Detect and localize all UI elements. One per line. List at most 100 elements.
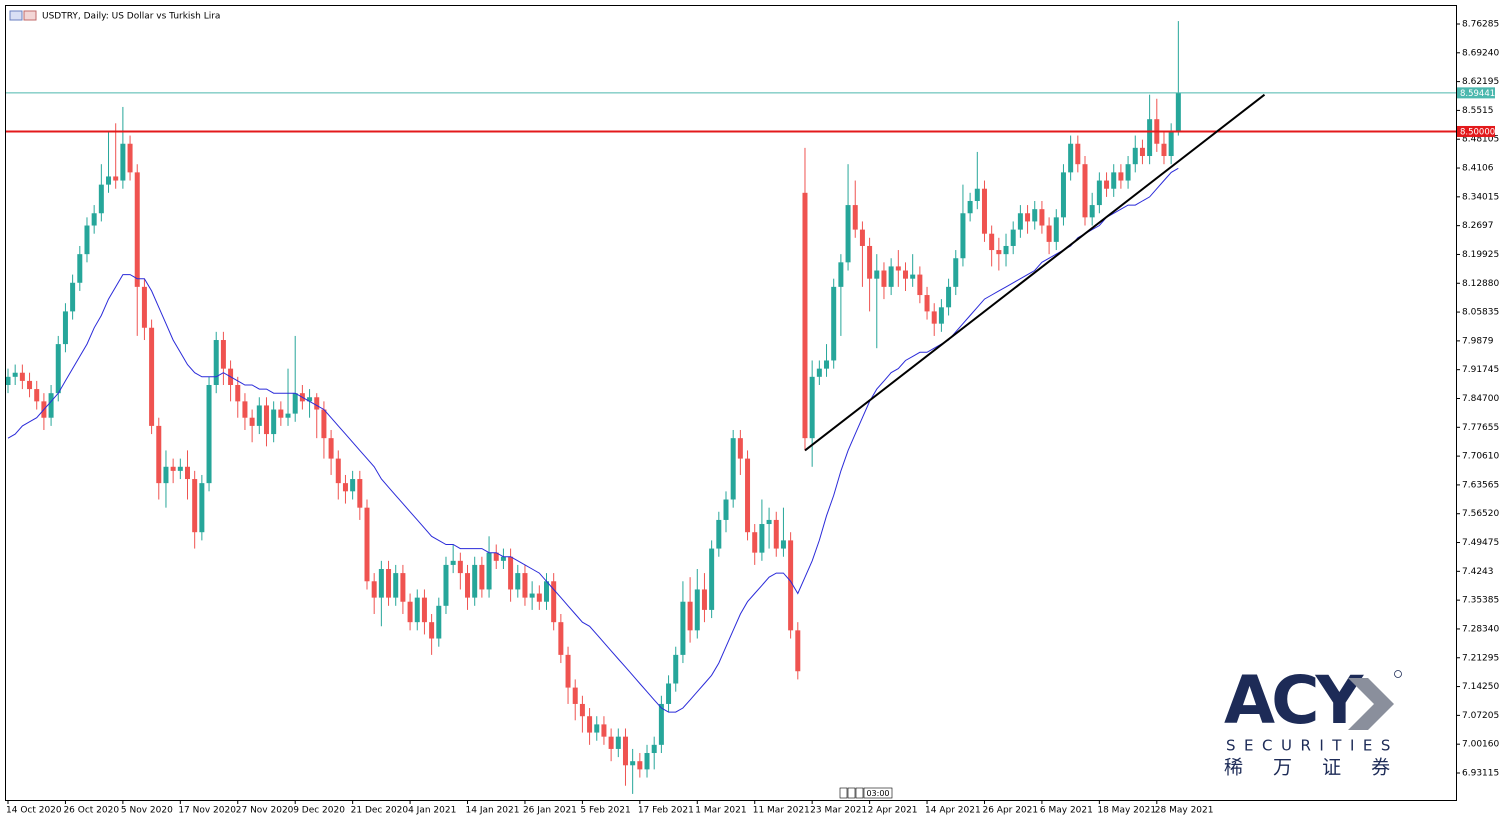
candle-body	[414, 597, 420, 623]
candle-body	[1089, 205, 1095, 218]
x-tick-label: 14 Oct 2020	[6, 806, 62, 816]
candle-body	[1096, 180, 1102, 206]
time-marker-label: 03:00	[866, 789, 889, 798]
candle-body	[400, 573, 406, 602]
candle-body	[199, 483, 205, 533]
y-tick-label: 7.14250	[1462, 682, 1499, 692]
x-tick-label: 1 Mar 2021	[695, 806, 746, 816]
candle-body	[1139, 147, 1145, 157]
y-tick-label: 8.5515	[1462, 106, 1494, 116]
candle-body	[953, 258, 959, 287]
candle-body	[84, 225, 90, 255]
candle-body	[1075, 143, 1081, 165]
candle-body	[436, 605, 442, 639]
x-tick-label: 18 May 2021	[1097, 806, 1156, 816]
candle-body	[149, 327, 155, 426]
candle-body	[1118, 172, 1124, 181]
candle-body	[429, 622, 435, 639]
candle-body	[802, 192, 808, 439]
candle-body	[70, 282, 76, 312]
candle-body	[1068, 143, 1074, 173]
y-tick-label: 8.76285	[1462, 19, 1499, 29]
candle-body	[1161, 143, 1167, 157]
candle-body	[996, 250, 1002, 255]
candle-body	[378, 569, 384, 598]
y-tick-label: 8.19925	[1462, 250, 1499, 260]
candle-body	[1082, 164, 1088, 218]
x-tick-label: 27 Nov 2020	[236, 806, 294, 816]
candle-body	[1025, 213, 1031, 222]
candle-body	[486, 552, 492, 590]
candle-body	[651, 744, 657, 754]
candle-body	[903, 270, 908, 279]
y-tick-label: 8.12880	[1462, 279, 1499, 289]
y-tick-label: 7.00160	[1462, 740, 1499, 750]
candle-body	[960, 213, 966, 259]
candle-body	[522, 573, 528, 598]
y-tick-label: 7.21295	[1462, 653, 1499, 663]
y-tick-label: 8.69240	[1462, 48, 1499, 58]
candle-body	[759, 524, 765, 553]
x-tick-label: 21 Dec 2020	[351, 806, 409, 816]
candle-body	[1125, 164, 1131, 181]
candle-body	[551, 581, 557, 623]
candle-body	[687, 601, 693, 631]
candle-body	[213, 340, 219, 385]
candle-body	[177, 466, 183, 471]
logo-subtitle: SECURITIES	[1226, 737, 1399, 755]
candle-body	[386, 569, 392, 598]
candle-body	[493, 552, 499, 561]
x-tick-label: 5 Feb 2021	[580, 806, 630, 816]
candle-body	[615, 736, 621, 749]
y-tick-label: 8.48105	[1462, 135, 1499, 145]
plot	[6, 21, 1456, 794]
y-tick-label: 7.4243	[1462, 567, 1494, 577]
candle-body	[536, 593, 542, 602]
candle-body	[91, 213, 97, 226]
candle-body	[716, 519, 722, 549]
y-tick-label: 7.56520	[1462, 509, 1499, 519]
candle-body	[27, 380, 33, 390]
candle-body	[938, 307, 944, 324]
candle-body	[587, 716, 593, 733]
price-label-box	[1457, 87, 1495, 99]
x-tick-label: 26 Jan 2021	[523, 806, 577, 816]
candle-body	[192, 479, 198, 533]
candle-body	[967, 200, 973, 214]
candle-body	[34, 389, 40, 402]
candle-body	[1175, 93, 1181, 132]
candle-body	[55, 344, 61, 394]
candle-body	[500, 556, 506, 561]
y-tick-label: 6.93115	[1462, 768, 1499, 778]
price-label-box	[1457, 125, 1495, 137]
candle-body	[924, 295, 930, 312]
candle-body	[443, 564, 449, 606]
y-tick-label: 8.34015	[1462, 192, 1499, 202]
candle-body	[745, 458, 751, 533]
candle-body	[838, 262, 844, 287]
candle-body	[1039, 209, 1045, 226]
logo: ACY SECURITIES 稀 万 证 券	[1224, 662, 1402, 779]
candle-body	[156, 425, 162, 484]
candle-body	[881, 270, 887, 287]
candle-body	[479, 564, 485, 590]
candle-body	[163, 466, 169, 484]
x-tick-label: 26 Oct 2020	[63, 806, 119, 816]
x-tick-label: 11 Mar 2021	[753, 806, 810, 816]
candle-body	[859, 229, 865, 246]
candle-body	[307, 397, 313, 402]
candle-body	[895, 266, 901, 271]
price-label: 8.59441	[1460, 89, 1495, 99]
candle-body	[622, 736, 628, 766]
candle-body	[529, 593, 535, 598]
x-tick-label: 23 Mar 2021	[810, 806, 867, 816]
x-tick-label: 5 Nov 2020	[121, 806, 173, 816]
candle-body	[565, 654, 571, 688]
candle-body	[77, 254, 83, 283]
candle-body	[342, 483, 348, 492]
y-tick-label: 7.9879	[1462, 336, 1494, 346]
candle-body	[206, 384, 212, 484]
price-label: 8.50000	[1460, 127, 1495, 137]
x-tick-label: 6 May 2021	[1040, 806, 1093, 816]
